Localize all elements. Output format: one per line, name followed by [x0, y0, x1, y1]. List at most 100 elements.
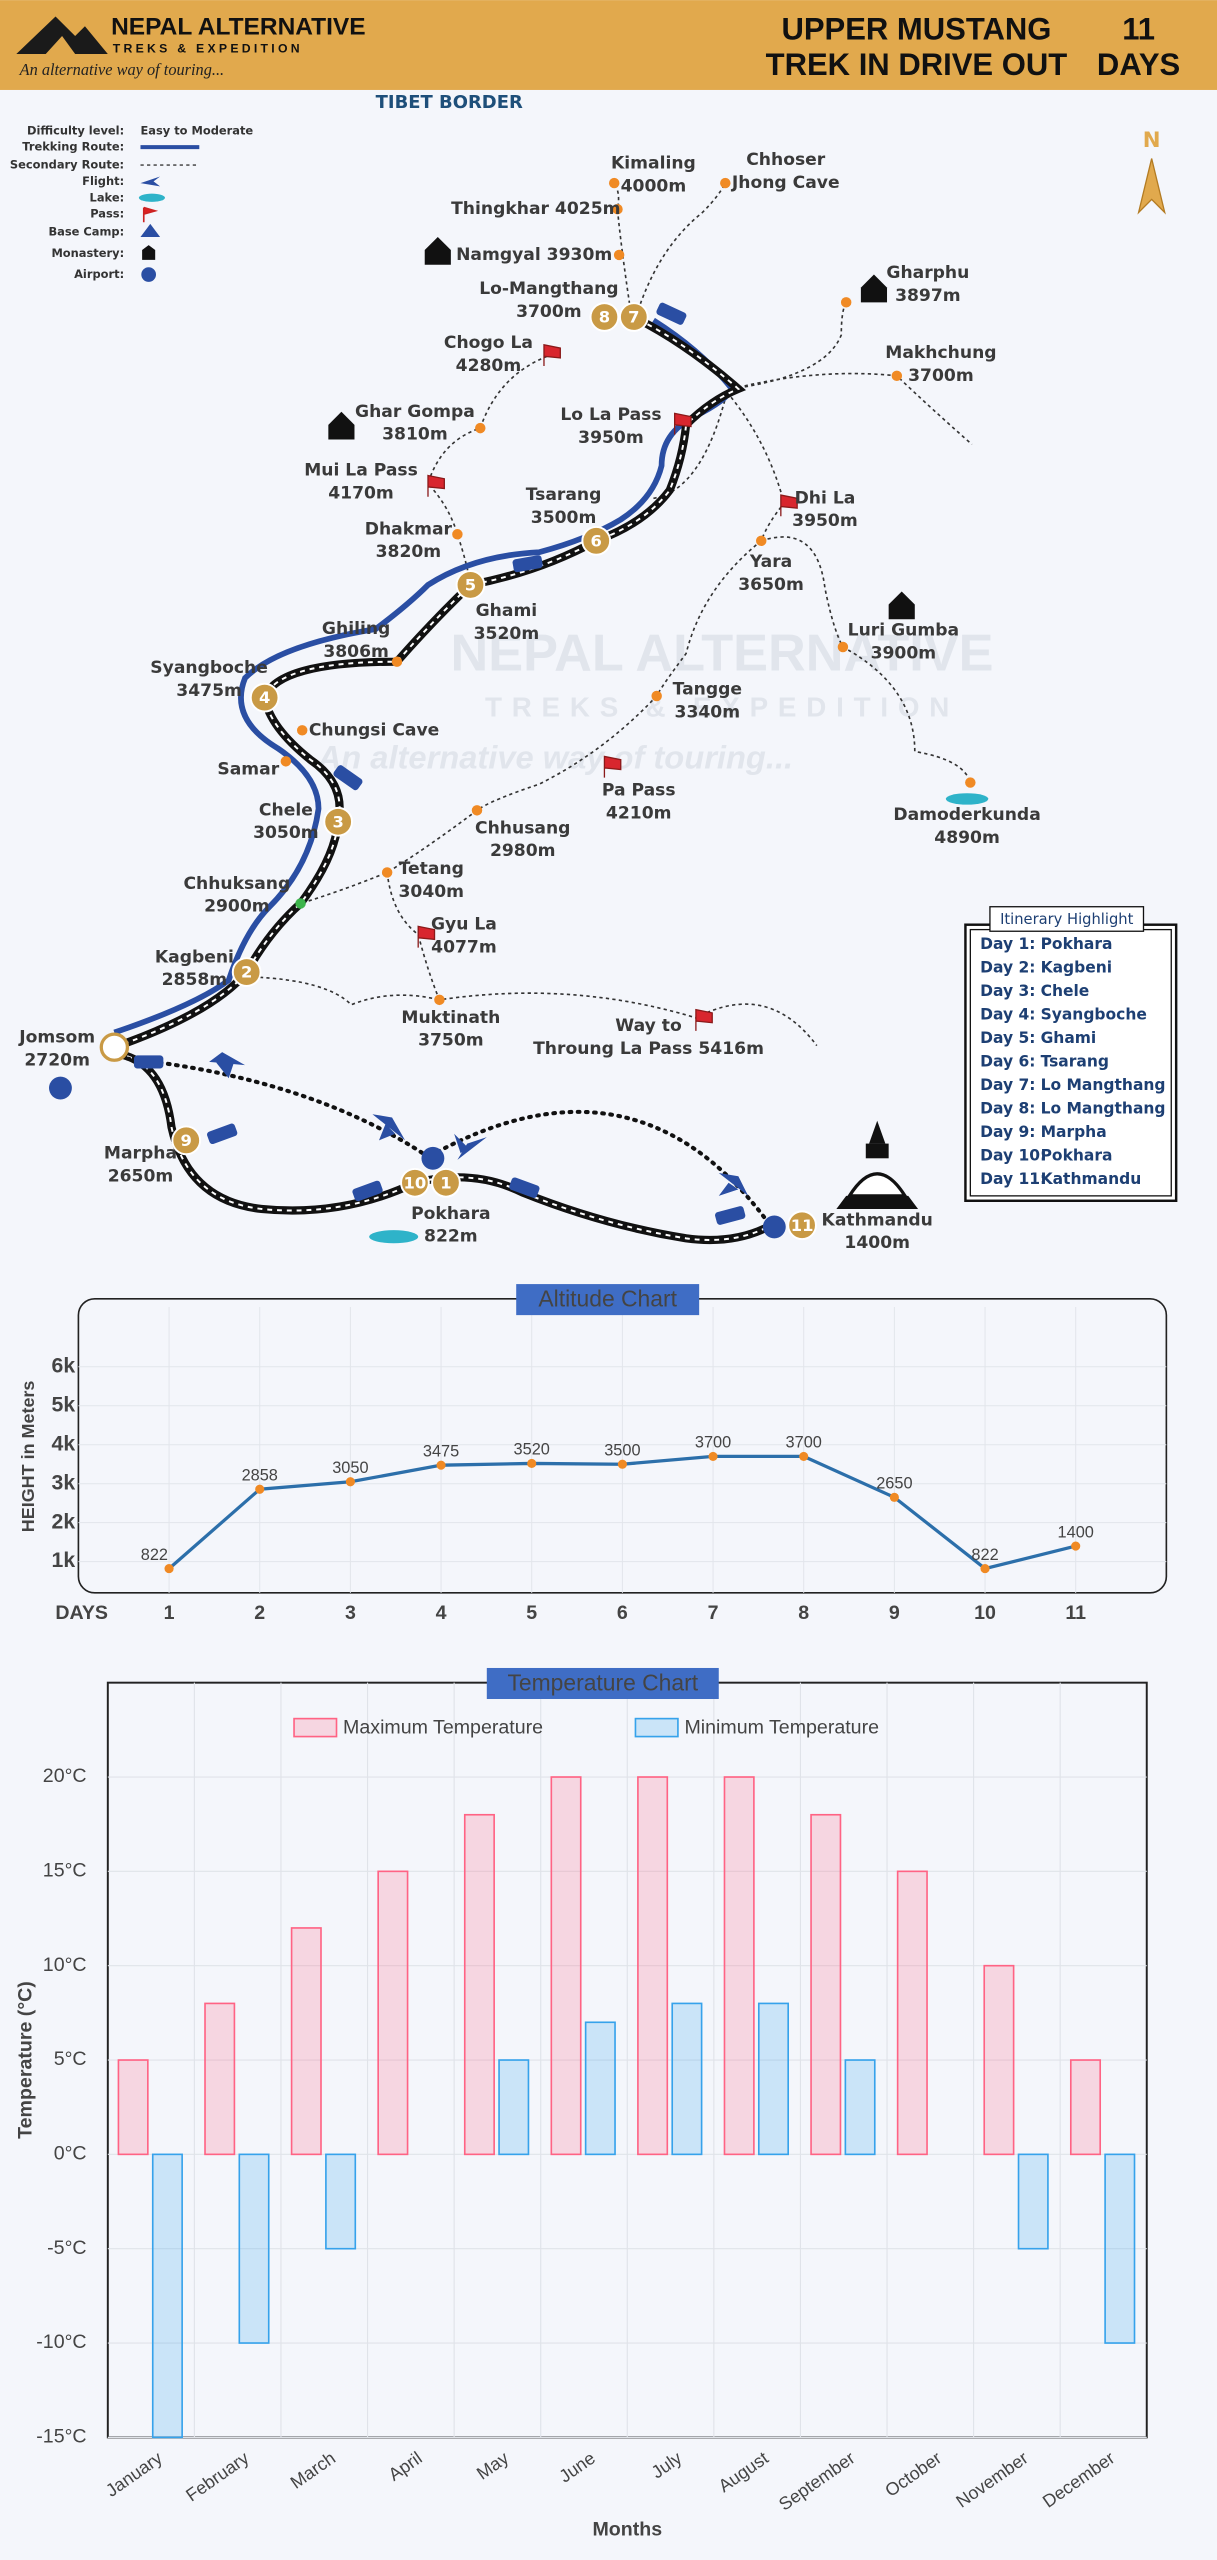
- place-label: Luri Gumba: [848, 621, 959, 641]
- plane: [718, 1173, 749, 1196]
- y-tick-label: 1k: [52, 1549, 76, 1572]
- place-label: Tsarang: [526, 485, 602, 505]
- place-label: Namgyal 3930m: [456, 245, 612, 265]
- itinerary-day: Day 8:: [980, 1099, 1035, 1117]
- place-label: 4170m: [328, 483, 394, 503]
- day-marker: [171, 1125, 202, 1156]
- itinerary-place: Syangboche: [1041, 1005, 1147, 1023]
- legend-label: Lake:: [90, 190, 125, 204]
- legend-label: Flight:: [82, 174, 124, 188]
- y-tick-label: 20°C: [43, 1765, 87, 1787]
- airport: [762, 1215, 786, 1239]
- x-tick-label: 11: [1065, 1602, 1086, 1624]
- bar: [757, 2002, 790, 2156]
- place-label: 3040m: [398, 882, 464, 902]
- y-tick-label: 4k: [52, 1432, 76, 1455]
- place-dot: [891, 370, 903, 382]
- legend-label: Minimum Temperature: [684, 1717, 879, 1739]
- point: [980, 1564, 990, 1574]
- bar: [723, 1776, 755, 2156]
- place-dot: [613, 249, 625, 261]
- bar: [896, 1870, 928, 2156]
- place-label: Chungsi Cave: [309, 720, 439, 740]
- north-label: N: [1143, 128, 1161, 153]
- itinerary-day: Day 9:: [980, 1123, 1035, 1141]
- x-tick-label: 5: [526, 1602, 537, 1624]
- place-label: 3475m: [176, 681, 242, 701]
- flight-path: [125, 1056, 431, 1159]
- point: [527, 1458, 537, 1469]
- itinerary-title: Itinerary Highlight: [1000, 911, 1134, 928]
- itinerary-place: Tsarang: [1041, 1052, 1109, 1070]
- place-dot: [434, 994, 445, 1006]
- bus: [333, 765, 363, 791]
- place-label: 3050m: [253, 823, 319, 843]
- itinerary-place: Ghami: [1041, 1029, 1097, 1047]
- day-number: 6: [591, 531, 602, 550]
- itinerary-box: [964, 923, 1178, 1202]
- value-label: 3520: [514, 1441, 550, 1459]
- place-label: 3806m: [323, 642, 389, 662]
- x-tick-label: 4: [436, 1602, 447, 1624]
- itinerary-day: Day 10:: [980, 1147, 1046, 1165]
- itinerary-day: Day 6:: [980, 1052, 1035, 1070]
- pass-flag: [674, 412, 692, 435]
- legend-basecamp: [140, 223, 161, 237]
- bus: [715, 1206, 746, 1225]
- legend-label: Pass:: [90, 207, 124, 221]
- bus: [133, 1055, 164, 1069]
- itinerary-day: Day 5:: [980, 1029, 1035, 1047]
- secondary-route: [639, 182, 727, 305]
- value-label: 3475: [423, 1442, 459, 1460]
- place-label: 3900m: [871, 644, 937, 664]
- place-dot: [612, 203, 623, 215]
- x-tick-label: 3: [345, 1602, 356, 1624]
- place-dot: [471, 805, 483, 816]
- duration: 11: [1122, 11, 1155, 46]
- place-dot: [296, 725, 308, 736]
- stupa-base: [836, 1195, 919, 1209]
- stupa-spire: [869, 1120, 886, 1144]
- place-label: 822m: [424, 1227, 478, 1247]
- secondary-route: [427, 355, 548, 586]
- place-dot: [295, 898, 306, 909]
- monastery: [860, 274, 888, 303]
- point: [436, 1460, 446, 1470]
- place-label: 3500m: [531, 508, 597, 528]
- secondary-route: [253, 976, 440, 1006]
- bar: [204, 2002, 236, 2156]
- value-label: 822: [141, 1546, 168, 1564]
- x-tick-label: 8: [798, 1602, 809, 1624]
- itinerary-place: Marpha: [1041, 1123, 1107, 1141]
- legend-lake: [138, 193, 165, 202]
- value-label: 1400: [1058, 1523, 1094, 1541]
- title: UPPER MUSTANG: [781, 11, 1051, 46]
- place-label: Kagbeni: [155, 947, 234, 967]
- legend-swatch: [293, 1717, 338, 1738]
- monastery: [328, 411, 355, 440]
- x-axis-label: Months: [592, 2519, 662, 2541]
- value-label: 3050: [332, 1459, 368, 1477]
- bar: [1069, 2059, 1102, 2156]
- secondary-route: [300, 391, 786, 905]
- day-number: 1: [440, 1173, 451, 1192]
- bar: [498, 2059, 530, 2156]
- x-tick-label: 7: [708, 1602, 719, 1624]
- place-label: Jhong Cave: [731, 173, 840, 193]
- place-label: 4890m: [934, 828, 1000, 848]
- place-dot: [837, 641, 849, 653]
- bar: [117, 2059, 149, 2156]
- pass-flag: [780, 494, 798, 517]
- place-label: Syangboche: [150, 658, 268, 678]
- place-label: Ghar Gompa: [355, 402, 475, 422]
- place-label: Muktinath: [401, 1008, 500, 1028]
- y-tick-label: -5°C: [47, 2237, 86, 2259]
- value-label: 3500: [604, 1441, 640, 1459]
- border-label: TIBET BORDER: [376, 92, 523, 113]
- buses: [133, 302, 746, 1225]
- place-label: Kathmandu: [822, 1210, 933, 1230]
- y-tick-label: 5°C: [54, 2048, 87, 2070]
- bus: [352, 1180, 383, 1202]
- place-dot: [840, 297, 852, 308]
